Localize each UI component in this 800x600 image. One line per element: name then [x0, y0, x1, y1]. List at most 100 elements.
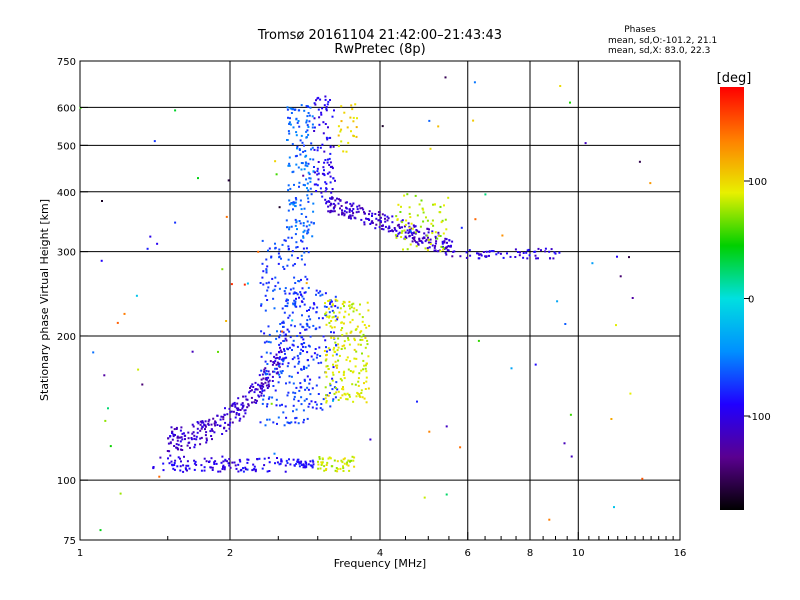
data-point [329, 146, 332, 149]
data-point [396, 224, 399, 227]
data-point [300, 343, 303, 345]
y-tick-label: 100 [57, 476, 76, 487]
data-point [361, 396, 364, 399]
data-point [270, 255, 273, 258]
data-point [273, 288, 276, 291]
data-point [315, 190, 318, 192]
data-point [302, 338, 305, 341]
data-point [352, 134, 355, 137]
data-point [321, 143, 324, 146]
data-point [359, 331, 362, 334]
data-point [343, 377, 346, 380]
data-point [469, 254, 472, 257]
data-point [479, 253, 482, 256]
data-point [284, 292, 287, 295]
data-point [211, 429, 214, 432]
data-point [279, 346, 281, 349]
data-point [408, 206, 411, 209]
data-point [336, 318, 339, 321]
data-point [319, 467, 322, 470]
data-point [327, 307, 330, 310]
data-point [308, 402, 311, 405]
data-point [432, 224, 435, 227]
data-point [222, 464, 225, 467]
data-point [325, 464, 328, 466]
data-point [325, 200, 328, 203]
data-point [387, 227, 390, 230]
data-point [295, 305, 298, 308]
data-point [288, 314, 291, 317]
data-point [331, 377, 334, 380]
data-point [227, 179, 230, 182]
data-point [261, 467, 264, 470]
data-point [415, 229, 418, 231]
data-point [281, 370, 284, 372]
data-point [256, 388, 259, 391]
data-point [613, 506, 615, 509]
data-point [401, 219, 404, 222]
data-point [360, 389, 363, 392]
data-point [436, 250, 439, 253]
data-point [332, 373, 335, 376]
data-point [303, 399, 306, 402]
data-point [563, 442, 566, 445]
data-point [411, 227, 414, 230]
y-tick-label: 75 [63, 536, 76, 547]
data-point [201, 426, 204, 428]
data-point [320, 461, 323, 464]
data-point [141, 383, 144, 386]
data-point [477, 252, 480, 255]
data-point [311, 115, 314, 118]
data-point [261, 239, 264, 242]
data-point [429, 238, 432, 241]
data-point [358, 313, 361, 316]
data-point [283, 311, 286, 314]
data-point [268, 396, 271, 399]
data-point [638, 160, 641, 163]
data-point [203, 469, 206, 472]
data-point [384, 217, 386, 220]
data-point [485, 255, 488, 258]
data-point [286, 302, 289, 305]
data-point [295, 386, 298, 389]
data-point [213, 431, 216, 434]
data-point [364, 367, 367, 370]
data-point [445, 238, 448, 241]
data-point [284, 405, 287, 408]
data-point [273, 362, 276, 364]
data-point [284, 470, 287, 473]
data-point [313, 303, 316, 306]
data-point [249, 385, 252, 388]
data-point [287, 209, 290, 212]
data-point [278, 248, 281, 251]
data-point [264, 309, 267, 312]
data-point [334, 396, 337, 399]
data-point [211, 469, 214, 471]
data-point [287, 362, 290, 365]
data-point [306, 351, 309, 354]
data-point [326, 103, 329, 106]
data-point [631, 297, 634, 299]
data-point [307, 171, 310, 174]
data-point [336, 349, 339, 352]
data-point [339, 207, 341, 210]
data-point [259, 282, 262, 284]
data-point [260, 394, 263, 397]
data-point [221, 468, 224, 470]
data-point [265, 269, 268, 272]
data-point [331, 115, 334, 118]
data-point [300, 258, 303, 261]
data-point [240, 403, 243, 406]
data-point [294, 302, 297, 305]
data-point [207, 420, 210, 423]
data-point [348, 304, 351, 307]
data-point [246, 406, 249, 409]
data-point [260, 355, 263, 358]
data-point [429, 241, 432, 244]
data-point [468, 249, 471, 252]
data-point [324, 397, 327, 400]
data-point [239, 409, 242, 411]
data-point [293, 276, 296, 279]
data-point [235, 412, 238, 414]
data-point [336, 470, 339, 473]
